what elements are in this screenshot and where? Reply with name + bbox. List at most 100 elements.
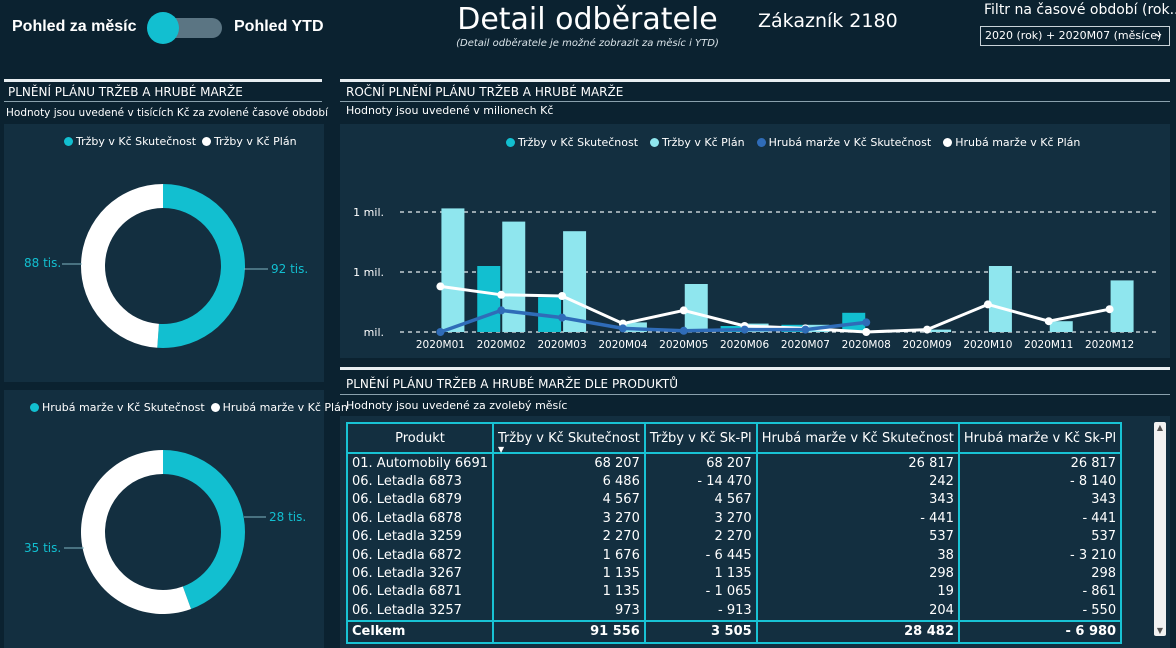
point-margin-actual[interactable] xyxy=(436,328,445,336)
value-cell: - 3 210 xyxy=(957,545,1123,565)
legend-item-revenue-actual[interactable]: Tržby v Kč Skutečnost xyxy=(64,135,196,148)
legend-dot-icon xyxy=(943,138,953,147)
customer-label: Zákazník 2180 xyxy=(758,10,898,32)
bar-revenue-plan[interactable] xyxy=(502,221,526,332)
table-row[interactable]: 06. Letadla 3267 1 135 1 135 298 298 xyxy=(346,564,1123,583)
x-tick-label: 2020M12 xyxy=(1085,339,1134,351)
donut-slice-actual[interactable] xyxy=(163,450,245,610)
left-section-title: PLNĚNÍ PLÁNU TRŽEB A HRUBÉ MARŽE xyxy=(8,85,243,99)
product-name-cell: 06. Letadla 3259 xyxy=(346,527,494,546)
value-cell: 204 xyxy=(755,601,960,621)
value-cell: 343 xyxy=(755,490,960,510)
table-row[interactable]: 06. Letadla 6879 4 567 4 567 343 343 xyxy=(346,490,1123,510)
point-margin-actual[interactable] xyxy=(618,324,627,333)
donut-slice-plan[interactable] xyxy=(81,184,163,348)
value-cell: - 861 xyxy=(957,582,1123,602)
donut-slice-plan[interactable] xyxy=(80,450,192,614)
bar-revenue-plan[interactable] xyxy=(1110,280,1134,332)
table-header-row: Produkt Tržby v Kč Skutečnost ▼ Tržby v … xyxy=(346,422,1123,454)
column-header-margin-diff[interactable]: Hrubá marže v Kč Sk-Pl xyxy=(957,422,1123,454)
value-cell: 3 270 xyxy=(643,509,758,528)
y-tick-label: 1 mil. xyxy=(353,206,384,219)
table-row[interactable]: 06. Letadla 6871 1 135- 1 065 19- 861 xyxy=(346,582,1123,602)
table-row[interactable]: 01. Automobily 6691 68 207 68 207 26 817 26 … xyxy=(346,453,1123,473)
legend-item-margin-actual[interactable]: Hrubá marže v Kč Skutečnost xyxy=(30,401,205,414)
table-row[interactable]: 06. Letadla 3257 973- 913 204- 550 xyxy=(346,601,1123,621)
left-section-top-rule xyxy=(4,79,322,82)
bar-revenue-actual[interactable] xyxy=(477,266,501,332)
value-cell: 242 xyxy=(755,472,960,491)
value-cell: 343 xyxy=(957,490,1123,510)
point-margin-actual[interactable] xyxy=(740,325,749,334)
value-cell: - 550 xyxy=(957,601,1123,621)
view-toggle-knob[interactable] xyxy=(147,12,179,44)
point-margin-plan[interactable] xyxy=(1044,317,1053,326)
left-section-rule xyxy=(4,101,322,102)
x-tick-label: 2020M04 xyxy=(598,339,647,351)
column-header-margin-actual[interactable]: Hrubá marže v Kč Skutečnost xyxy=(755,422,960,454)
annual-combo-chart: mil. 1 mil. 1 mil. 2020M01 2020M02 2020M03 202… xyxy=(353,206,1160,351)
table-scrollbar[interactable]: ▲ ▼ xyxy=(1154,422,1166,636)
point-margin-actual[interactable] xyxy=(497,306,506,315)
point-margin-plan[interactable] xyxy=(436,282,445,291)
revenue-donut-panel: Tržby v Kč Skutečnost Tržby v Kč Plán 88… xyxy=(4,124,324,382)
bar-revenue-plan[interactable] xyxy=(563,231,587,332)
donut-slice-actual[interactable] xyxy=(157,184,246,348)
margin-donut-chart xyxy=(64,450,266,614)
point-margin-plan[interactable] xyxy=(923,325,932,334)
products-section-note: Hodnoty jsou uvedené za zvolebý měsíc xyxy=(346,399,568,412)
total-value-cell: 91 556 xyxy=(492,619,646,644)
scroll-down-arrow-icon[interactable]: ▼ xyxy=(1156,626,1164,635)
point-margin-actual[interactable] xyxy=(862,318,871,327)
value-cell: 1 135 xyxy=(492,564,646,583)
value-cell: 6 486 xyxy=(492,472,646,491)
column-header-product[interactable]: Produkt xyxy=(346,422,494,454)
point-margin-plan[interactable] xyxy=(497,290,506,299)
legend-item-margin-plan[interactable]: Hrubá marže v Kč Plán xyxy=(943,136,1080,149)
value-cell: 298 xyxy=(957,564,1123,583)
x-tick-label: 2020M07 xyxy=(781,339,830,351)
point-margin-plan[interactable] xyxy=(983,300,992,309)
x-tick-label: 2020M11 xyxy=(1024,339,1073,351)
point-margin-plan[interactable] xyxy=(679,306,688,315)
bar-revenue-plan[interactable] xyxy=(1049,321,1073,332)
legend-item-revenue-plan[interactable]: Tržby v Kč Plán xyxy=(650,136,745,149)
bar-revenue-plan[interactable] xyxy=(988,266,1012,332)
bar-revenue-plan[interactable] xyxy=(684,284,708,332)
line-margin-actual xyxy=(439,308,867,334)
value-cell: - 1 065 xyxy=(643,582,758,602)
legend-item-revenue-plan[interactable]: Tržby v Kč Plán xyxy=(202,135,297,148)
point-margin-plan[interactable] xyxy=(1105,305,1114,314)
bar-revenue-plan[interactable] xyxy=(441,208,465,332)
legend-item-revenue-actual[interactable]: Tržby v Kč Skutečnost xyxy=(506,136,638,149)
value-cell: 26 817 xyxy=(755,453,960,473)
table-row[interactable]: 06. Letadla 6873 6 486- 14 470 242- 8 140 xyxy=(346,472,1123,491)
legend-dot-icon xyxy=(506,138,515,147)
value-cell: 1 135 xyxy=(492,582,646,602)
table-row[interactable]: 06. Letadla 3259 2 270 2 270 537 537 xyxy=(346,527,1123,546)
margin-donut-panel: Hrubá marže v Kč Skutečnost Hrubá marže … xyxy=(4,390,348,648)
point-margin-plan[interactable] xyxy=(558,292,567,300)
table-row[interactable]: 06. Letadla 6872 1 676- 6 445 38- 3 210 xyxy=(346,545,1123,565)
column-header-revenue-actual[interactable]: Tržby v Kč Skutečnost ▼ xyxy=(492,422,646,454)
value-cell: 4 567 xyxy=(492,490,646,510)
product-name-cell: 06. Letadla 3257 xyxy=(346,601,494,621)
line-margin-plan xyxy=(440,284,1110,334)
legend-item-margin-plan[interactable]: Hrubá marže v Kč Plán xyxy=(210,401,348,414)
point-margin-actual[interactable] xyxy=(558,313,567,322)
point-margin-actual[interactable] xyxy=(679,326,688,335)
time-filter-dropdown[interactable]: 2020 (rok) + 2020M07 (měsíce) ⌄ xyxy=(980,26,1170,46)
column-header-revenue-diff[interactable]: Tržby v Kč Sk-Pl xyxy=(643,422,758,454)
point-margin-plan[interactable] xyxy=(862,328,871,336)
revenue-plan-label: 88 tis. xyxy=(24,256,62,270)
legend-item-margin-actual[interactable]: Hrubá marže v Kč Skutečnost xyxy=(756,136,931,149)
scroll-up-arrow-icon[interactable]: ▲ xyxy=(1156,423,1164,432)
annual-section-top-rule xyxy=(340,79,1170,82)
value-cell: - 441 xyxy=(957,509,1123,528)
value-cell: - 913 xyxy=(643,601,758,621)
margin-plan-label: 35 tis. xyxy=(24,541,62,555)
point-margin-actual[interactable] xyxy=(801,325,810,334)
product-name-cell: 06. Letadla 6878 xyxy=(346,509,494,528)
bar-revenue-plan[interactable] xyxy=(928,329,952,332)
table-row[interactable]: 06. Letadla 6878 3 270 3 270- 441- 441 xyxy=(346,509,1123,528)
